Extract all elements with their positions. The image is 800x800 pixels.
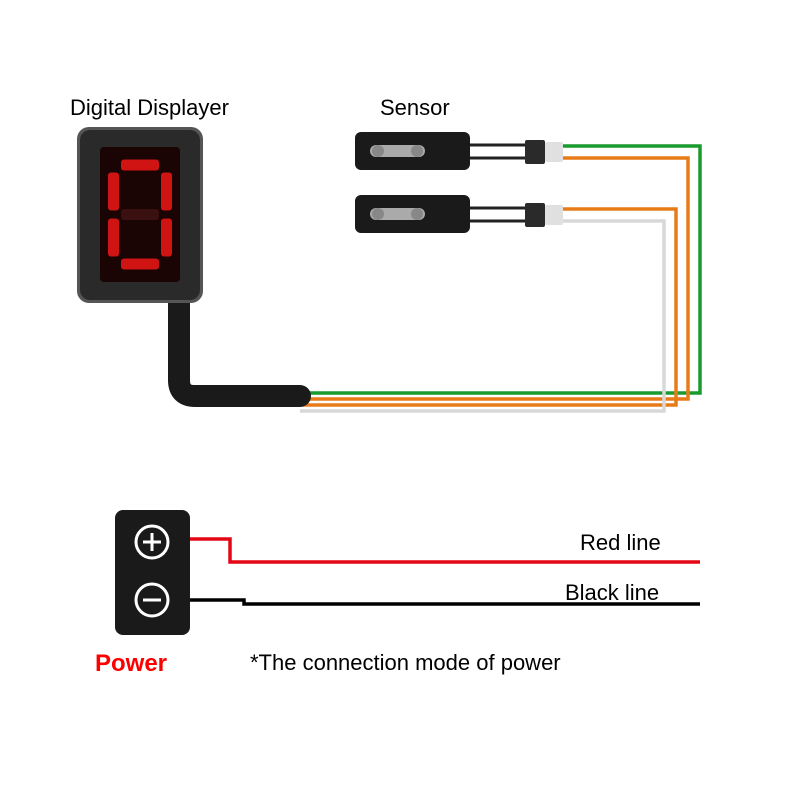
wire-orange-bottom: [300, 209, 676, 405]
seg-c: [161, 219, 172, 257]
seg-g: [121, 209, 159, 220]
label-footnote: *The connection mode of power: [250, 650, 561, 676]
wire-white: [300, 221, 664, 411]
display-cable: [179, 300, 300, 396]
wire-orange-top: [300, 158, 688, 399]
connector-top-plug: [545, 142, 563, 162]
sensor-bottom-hole-right: [411, 208, 423, 220]
label-red-line: Red line: [580, 530, 661, 556]
seg-a: [121, 160, 159, 171]
seg-e: [108, 219, 119, 257]
seg-b: [161, 173, 172, 211]
connector-top-socket: [525, 140, 545, 164]
sensor-top-hole-right: [411, 145, 423, 157]
sensor-top-hole-left: [372, 145, 384, 157]
connector-bottom-plug: [545, 205, 563, 225]
label-digital-displayer: Digital Displayer: [70, 95, 229, 121]
label-power: Power: [95, 650, 167, 678]
label-black-line: Black line: [565, 580, 659, 606]
wire-green: [300, 146, 700, 393]
sensor-bottom-hole-left: [372, 208, 384, 220]
seg-d: [121, 259, 159, 270]
connector-bottom-socket: [525, 203, 545, 227]
label-sensor: Sensor: [380, 95, 450, 121]
seg-f: [108, 173, 119, 211]
